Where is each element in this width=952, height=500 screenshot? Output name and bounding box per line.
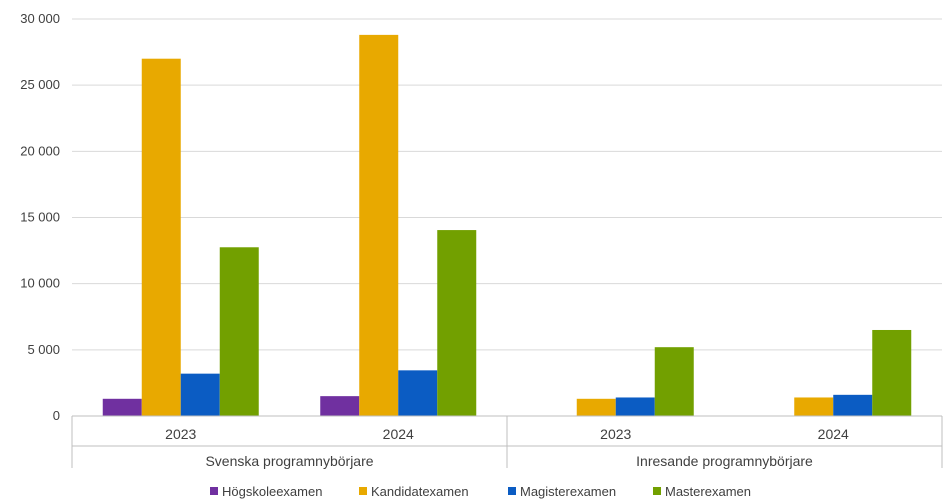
bar-masterexamen-0 [219,247,259,416]
bar-högskoleexamen-1 [320,396,360,416]
x-group-label: Inresande programnybörjare [636,453,813,469]
legend-item: Masterexamen [653,484,751,499]
gridlines [72,18,942,351]
y-axis-tick-labels: 0 5 000 10 000 15 000 20 000 25 000 30 000 [20,11,60,423]
legend-label: Högskoleexamen [222,484,322,499]
x-category-label: 2023 [165,426,196,442]
y-tick-label: 15 000 [20,210,60,225]
legend-swatch [210,487,218,495]
y-tick-label: 0 [53,408,60,423]
x-axis: 2023 2024 2023 2024 Svenska programnybörjare… [71,415,943,469]
bar-kandidatexamen-3 [794,397,834,416]
legend-item: Magisterexamen [508,484,616,499]
legend-label: Magisterexamen [520,484,616,499]
y-tick-label: 10 000 [20,276,60,291]
bar-masterexamen-3 [872,329,912,416]
bar-masterexamen-2 [654,347,694,416]
y-tick-label: 25 000 [20,77,60,92]
bar-kandidatexamen-2 [576,398,616,416]
legend-swatch [653,487,661,495]
bar-magisterexamen-0 [180,373,220,416]
legend-swatch [359,487,367,495]
bar-magisterexamen-2 [615,397,655,416]
y-tick-label: 30 000 [20,11,60,26]
bar-högskoleexamen-0 [102,398,142,416]
x-category-label: 2023 [600,426,631,442]
legend-label: Kandidatexamen [371,484,469,499]
bars [102,34,912,416]
bar-magisterexamen-1 [398,370,438,416]
legend-label: Masterexamen [665,484,751,499]
x-group-label: Svenska programnybörjare [205,453,373,469]
x-category-label: 2024 [818,426,849,442]
y-tick-label: 5 000 [27,342,60,357]
y-tick-label: 20 000 [20,143,60,158]
bar-kandidatexamen-1 [359,34,399,416]
legend: Högskoleexamen Kandidatexamen Magisterexam… [210,484,751,499]
legend-item: Kandidatexamen [359,484,469,499]
legend-item: Högskoleexamen [210,484,322,499]
x-category-label: 2024 [383,426,414,442]
bar-kandidatexamen-0 [141,58,181,416]
legend-swatch [508,487,516,495]
bar-magisterexamen-3 [833,394,873,416]
bar-masterexamen-1 [437,230,477,416]
